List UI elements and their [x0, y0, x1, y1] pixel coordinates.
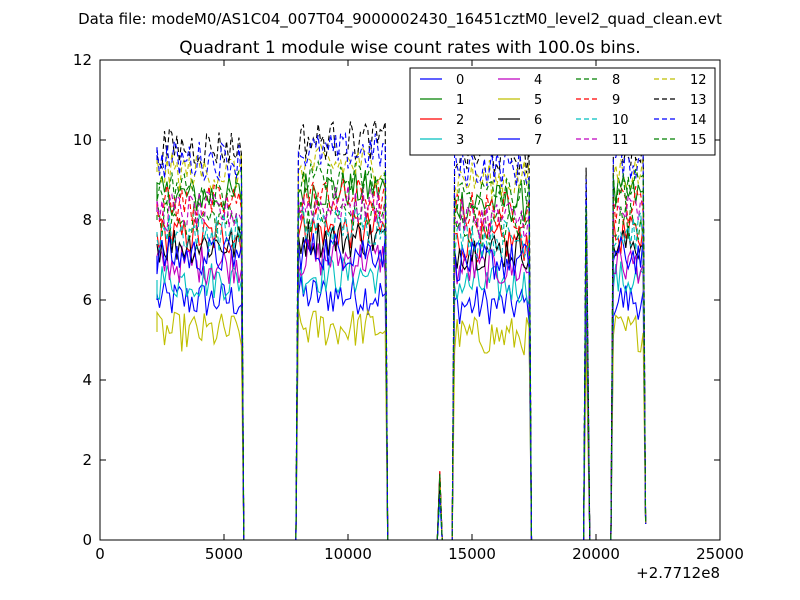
x-tick-label: 25000 — [696, 545, 744, 563]
x-tick-label: 15000 — [448, 545, 496, 563]
legend-label-15: 15 — [690, 133, 707, 148]
series-line-5 — [156, 308, 647, 541]
figure-suptitle: Data file: modeM0/AS1C04_007T04_90000024… — [78, 10, 722, 29]
y-tick-label: 0 — [82, 531, 92, 549]
x-tick-label: 5000 — [205, 545, 243, 563]
series-line-8 — [156, 195, 647, 541]
series-line-6 — [156, 221, 647, 541]
legend-label-8: 8 — [612, 73, 620, 88]
y-tick-label: 8 — [82, 211, 92, 229]
series-line-14 — [156, 131, 647, 541]
legend-box — [409, 67, 716, 156]
x-axis: 0 5000 10000 15000 20000 25000 — [95, 60, 744, 563]
x-tick-label: 10000 — [324, 545, 372, 563]
legend-label-2: 2 — [456, 113, 464, 128]
x-tick-label: 20000 — [572, 545, 620, 563]
legend-label-7: 7 — [534, 133, 542, 148]
legend-label-11: 11 — [612, 133, 629, 148]
legend-label-9: 9 — [612, 93, 620, 108]
y-tick-label: 4 — [82, 371, 92, 389]
legend-label-10: 10 — [612, 113, 629, 128]
y-tick-label: 2 — [82, 451, 92, 469]
y-tick-label: 12 — [73, 51, 92, 69]
series-line-7 — [156, 233, 647, 541]
legend-label-6: 6 — [534, 113, 542, 128]
legend-label-14: 14 — [690, 113, 707, 128]
series-line-11 — [156, 185, 647, 541]
legend-label-1: 1 — [456, 93, 464, 108]
legend-label-13: 13 — [690, 93, 707, 108]
legend-label-3: 3 — [456, 133, 464, 148]
legend-label-4: 4 — [534, 73, 542, 88]
series-line-3 — [156, 255, 647, 541]
chart-title: Quadrant 1 module wise count rates with … — [179, 38, 640, 58]
series-line-0 — [156, 276, 647, 541]
series-line-10 — [156, 206, 647, 541]
x-offset-label: +2.7712e8 — [636, 564, 720, 582]
plot-frame — [99, 59, 721, 541]
y-tick-label: 10 — [73, 131, 92, 149]
series-line-15 — [156, 159, 647, 541]
legend-label-5: 5 — [534, 93, 542, 108]
y-tick-label: 6 — [82, 291, 92, 309]
series-layer — [156, 120, 647, 541]
x-tick-label: 0 — [95, 545, 105, 563]
legend-label-0: 0 — [456, 73, 464, 88]
legend-label-12: 12 — [690, 73, 707, 88]
series-line-12 — [156, 143, 647, 541]
